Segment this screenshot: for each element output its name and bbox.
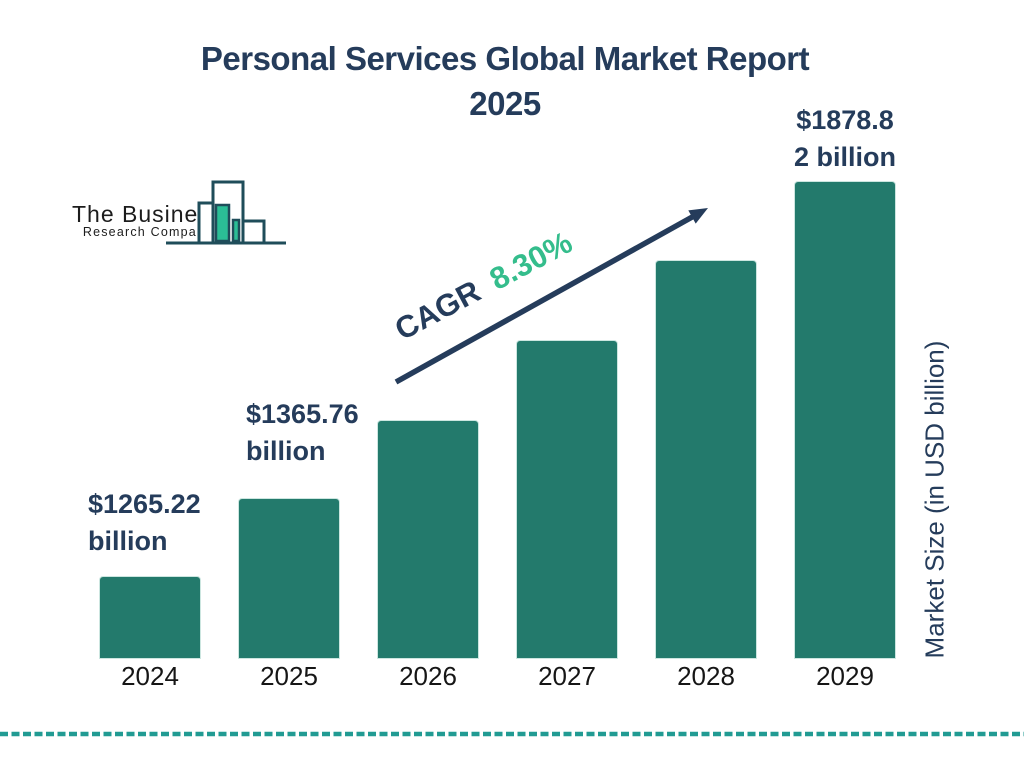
bar-value-label-2024: $1265.22 billion	[88, 489, 201, 556]
bar-chart-logo-icon	[166, 180, 286, 245]
bar-value-label-2029: $1878.8 2 billion	[793, 105, 896, 172]
chart-title-line-1: Personal Services Global Market Report	[200, 40, 810, 77]
x-axis-label-2028: 2028	[677, 661, 735, 691]
cagr-annotation: CAGR8.30%	[389, 225, 578, 348]
bar-2028	[656, 261, 756, 658]
company-logo: The Business Research Company	[72, 178, 287, 248]
logo-company-name: The Business	[72, 201, 224, 227]
cagr-value: 8.30%	[483, 224, 578, 297]
bar-2026	[378, 421, 478, 658]
cagr-label: CAGR	[389, 273, 487, 348]
growth-arrow-head	[688, 208, 708, 224]
bar-2027	[517, 341, 617, 658]
logo-company-subname: Research Company	[82, 225, 213, 239]
x-axis-label-2029: 2029	[816, 661, 874, 691]
x-axis-label-2025: 2025	[260, 661, 318, 691]
chart-title-line-2: 2025	[469, 85, 541, 122]
bar-value-label-2025: $1365.76 billion	[246, 399, 359, 466]
bar-2029	[795, 182, 895, 658]
x-axis-label-2024: 2024	[121, 661, 179, 691]
x-axis-label-2027: 2027	[538, 661, 596, 691]
logo-text: The Business Research Company	[72, 202, 223, 239]
x-axis-label-2026: 2026	[399, 661, 457, 691]
bar-2025	[239, 499, 339, 658]
y-axis-title: Market Size (in USD billion)	[919, 340, 950, 659]
chart-title: Personal Services Global Market Report 2…	[0, 36, 1010, 126]
bar-2024	[100, 577, 200, 658]
